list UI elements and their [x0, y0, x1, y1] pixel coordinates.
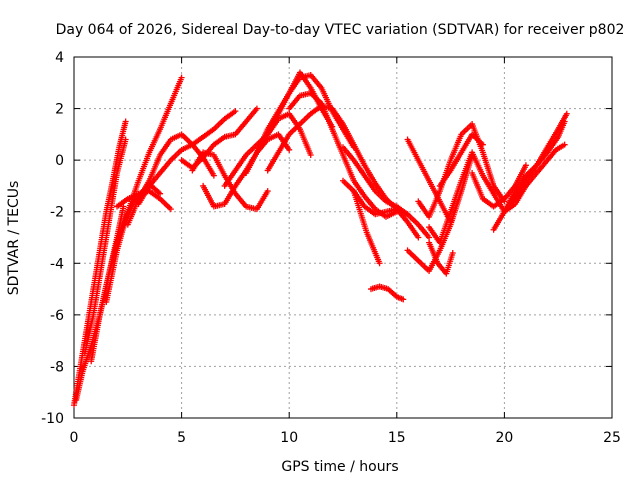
data-point [157, 190, 164, 197]
series-arc-15 [264, 102, 411, 218]
x-tick-label: 15 [388, 430, 406, 446]
series-arc-05 [103, 74, 185, 305]
data-point [253, 105, 260, 112]
y-tick-label: 2 [55, 102, 64, 118]
series-arc-26 [436, 131, 486, 189]
data-point [426, 234, 433, 241]
data-points [71, 69, 570, 409]
series-arc-03 [81, 136, 129, 357]
tick-marks [73, 56, 613, 419]
data-point [449, 249, 456, 256]
data-point [415, 234, 422, 241]
data-point [400, 296, 407, 303]
data-point [122, 136, 129, 143]
data-point [376, 260, 383, 267]
data-point [167, 206, 174, 213]
y-tick-label: -8 [50, 359, 64, 375]
y-axis-label: SDTVAR / TECUs [6, 181, 22, 296]
x-tick-label: 0 [70, 430, 79, 446]
data-point [210, 172, 217, 179]
data-point [522, 162, 529, 169]
chart-title: Day 064 of 2026, Sidereal Day-to-day VTE… [56, 22, 625, 38]
x-tick-label: 20 [495, 430, 513, 446]
x-tick-label: 25 [603, 430, 621, 446]
series-arc-07 [124, 131, 217, 228]
y-tick-label: -6 [50, 308, 64, 324]
y-tick-label: 0 [55, 153, 64, 169]
series-arc-19 [350, 188, 383, 267]
x-tick-label: 5 [177, 430, 186, 446]
data-point [178, 74, 185, 81]
series-arc-01 [71, 118, 129, 409]
data-point [122, 118, 129, 125]
data-point [286, 146, 293, 153]
x-tick-labels: 0 5 10 15 20 25 [70, 430, 621, 446]
data-point [561, 141, 568, 148]
data-point [563, 110, 570, 117]
y-tick-label: -4 [50, 256, 64, 272]
data-point [479, 141, 486, 148]
series-arc-20 [367, 283, 407, 303]
data-point [264, 188, 271, 195]
series-arc-06 [114, 188, 174, 213]
data-point [307, 151, 314, 158]
x-axis-label: GPS time / hours [281, 459, 398, 475]
series-arc-08 [135, 108, 239, 207]
series-arc-25 [426, 239, 456, 277]
series-arc-27 [469, 162, 529, 210]
series-arc-29 [501, 110, 570, 215]
data-point [232, 108, 239, 115]
y-tick-label: -10 [41, 411, 64, 427]
series-arc-17 [340, 144, 433, 241]
plot-frame [73, 56, 613, 419]
series-arc-18 [340, 177, 422, 241]
y-tick-label: 4 [55, 50, 64, 66]
series-arc-30 [512, 141, 568, 202]
y-tick-label: -2 [50, 205, 64, 221]
y-tick-labels: -10 -8 -6 -4 -2 0 2 4 [41, 50, 64, 427]
series-arc-14 [253, 72, 357, 156]
grid [74, 57, 612, 418]
x-tick-label: 10 [280, 430, 298, 446]
